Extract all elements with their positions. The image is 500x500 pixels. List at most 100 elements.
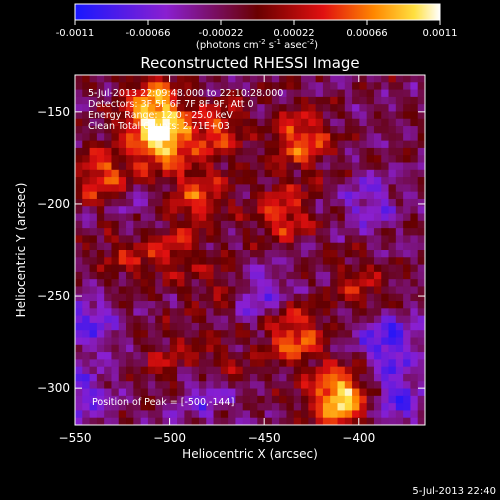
heatmap-cell xyxy=(235,330,244,338)
heatmap-cell xyxy=(126,235,134,244)
heatmap-cell xyxy=(177,373,185,382)
heatmap-cell xyxy=(126,257,134,265)
heatmap-cell xyxy=(381,359,389,368)
heatmap-cell xyxy=(169,359,178,368)
heatmap-cell xyxy=(366,126,375,134)
heatmap-cell xyxy=(344,82,353,90)
heatmap-cell xyxy=(220,177,229,185)
heatmap-cell xyxy=(191,366,200,375)
heatmap-cell xyxy=(257,96,265,105)
heatmap-cell xyxy=(206,293,214,302)
heatmap-cell xyxy=(169,403,178,411)
heatmap-cell xyxy=(213,381,222,389)
heatmap-cell xyxy=(89,111,98,120)
heatmap-cell xyxy=(373,140,382,149)
heatmap-cell xyxy=(111,82,120,90)
heatmap-cell xyxy=(82,184,90,193)
heatmap-cell xyxy=(82,242,90,251)
heatmap-cell xyxy=(155,344,163,353)
heatmap-cell xyxy=(359,177,368,185)
heatmap-cell xyxy=(366,250,375,258)
heatmap-cell xyxy=(388,337,397,346)
heatmap-cell xyxy=(322,352,331,360)
heatmap-cell xyxy=(264,133,273,142)
heatmap-cell xyxy=(381,118,389,127)
heatmap-cell xyxy=(169,366,178,375)
heatmap-cell xyxy=(206,403,214,411)
heatmap-cell xyxy=(403,177,411,185)
heatmap-cell xyxy=(381,286,389,295)
heatmap-cell xyxy=(322,271,331,280)
heatmap-cell xyxy=(264,104,273,112)
heatmap-cell xyxy=(126,242,134,251)
heatmap-cell xyxy=(133,322,142,331)
heatmap-cell xyxy=(286,82,295,90)
heatmap-cell xyxy=(111,177,120,185)
heatmap-cell xyxy=(308,301,317,309)
heatmap-cell xyxy=(417,286,425,295)
heatmap-cell xyxy=(206,104,214,112)
heatmap-cell xyxy=(410,111,419,120)
heatmap-cell xyxy=(155,184,163,193)
heatmap-cell xyxy=(366,410,375,419)
heatmap-cell xyxy=(242,82,251,90)
heatmap-cell xyxy=(75,184,83,193)
heatmap-cell xyxy=(126,264,134,273)
heatmap-cell xyxy=(111,410,120,419)
heatmap-cell xyxy=(126,366,134,375)
heatmap-cell xyxy=(133,403,142,411)
heatmap-cell xyxy=(337,111,346,120)
heatmap-cell xyxy=(344,373,353,382)
heatmap-cell xyxy=(235,228,244,236)
heatmap-cell xyxy=(118,82,127,90)
heatmap-cell xyxy=(155,264,163,273)
heatmap-cell xyxy=(337,417,346,425)
heatmap-cell xyxy=(147,104,156,112)
heatmap-cell xyxy=(191,344,200,353)
heatmap-cell xyxy=(242,410,251,419)
heatmap-cell xyxy=(417,177,425,185)
heatmap-cell xyxy=(388,257,397,265)
heatmap-cell xyxy=(344,322,353,331)
heatmap-cell xyxy=(330,111,338,120)
heatmap-cell xyxy=(155,89,163,98)
heatmap-cell xyxy=(388,104,397,112)
heatmap-cell xyxy=(184,395,193,404)
heatmap-cell xyxy=(352,250,360,258)
heatmap-cell xyxy=(198,140,207,149)
heatmap-cell xyxy=(330,75,338,83)
heatmap-cell xyxy=(162,140,171,149)
heatmap-cell xyxy=(359,366,368,375)
heatmap-cell xyxy=(140,373,149,382)
heatmap-cell xyxy=(198,293,207,302)
heatmap-cell xyxy=(322,242,331,251)
x-tick-label: −500 xyxy=(153,431,186,445)
heatmap-cell xyxy=(250,315,258,324)
heatmap-cell xyxy=(104,169,112,178)
heatmap-cell xyxy=(147,169,156,178)
heatmap-cell xyxy=(337,359,346,368)
heatmap-cell xyxy=(279,308,287,317)
heatmap-cell xyxy=(359,286,368,295)
heatmap-cell xyxy=(75,381,83,389)
heatmap-cell xyxy=(82,96,90,105)
heatmap-cell xyxy=(410,242,419,251)
heatmap-cell xyxy=(89,206,98,214)
heatmap-cell xyxy=(403,118,411,127)
heatmap-cell xyxy=(373,126,382,134)
heatmap-cell xyxy=(308,388,317,397)
heatmap-cell xyxy=(75,403,83,411)
heatmap-cell xyxy=(366,162,375,171)
heatmap-cell xyxy=(417,184,425,193)
heatmap-cell xyxy=(147,308,156,317)
heatmap-cell xyxy=(279,140,287,149)
heatmap-cell xyxy=(162,373,171,382)
heatmap-cell xyxy=(213,220,222,229)
heatmap-cell xyxy=(177,111,185,120)
image-annotations: 5-Jul-2013 22:09:48.000 to 22:10:28.000 … xyxy=(88,88,283,408)
heatmap-cell xyxy=(235,198,244,207)
heatmap-cell xyxy=(126,126,134,134)
heatmap-cell xyxy=(155,96,163,105)
heatmap-cell xyxy=(403,198,411,207)
heatmap-cell xyxy=(337,315,346,324)
